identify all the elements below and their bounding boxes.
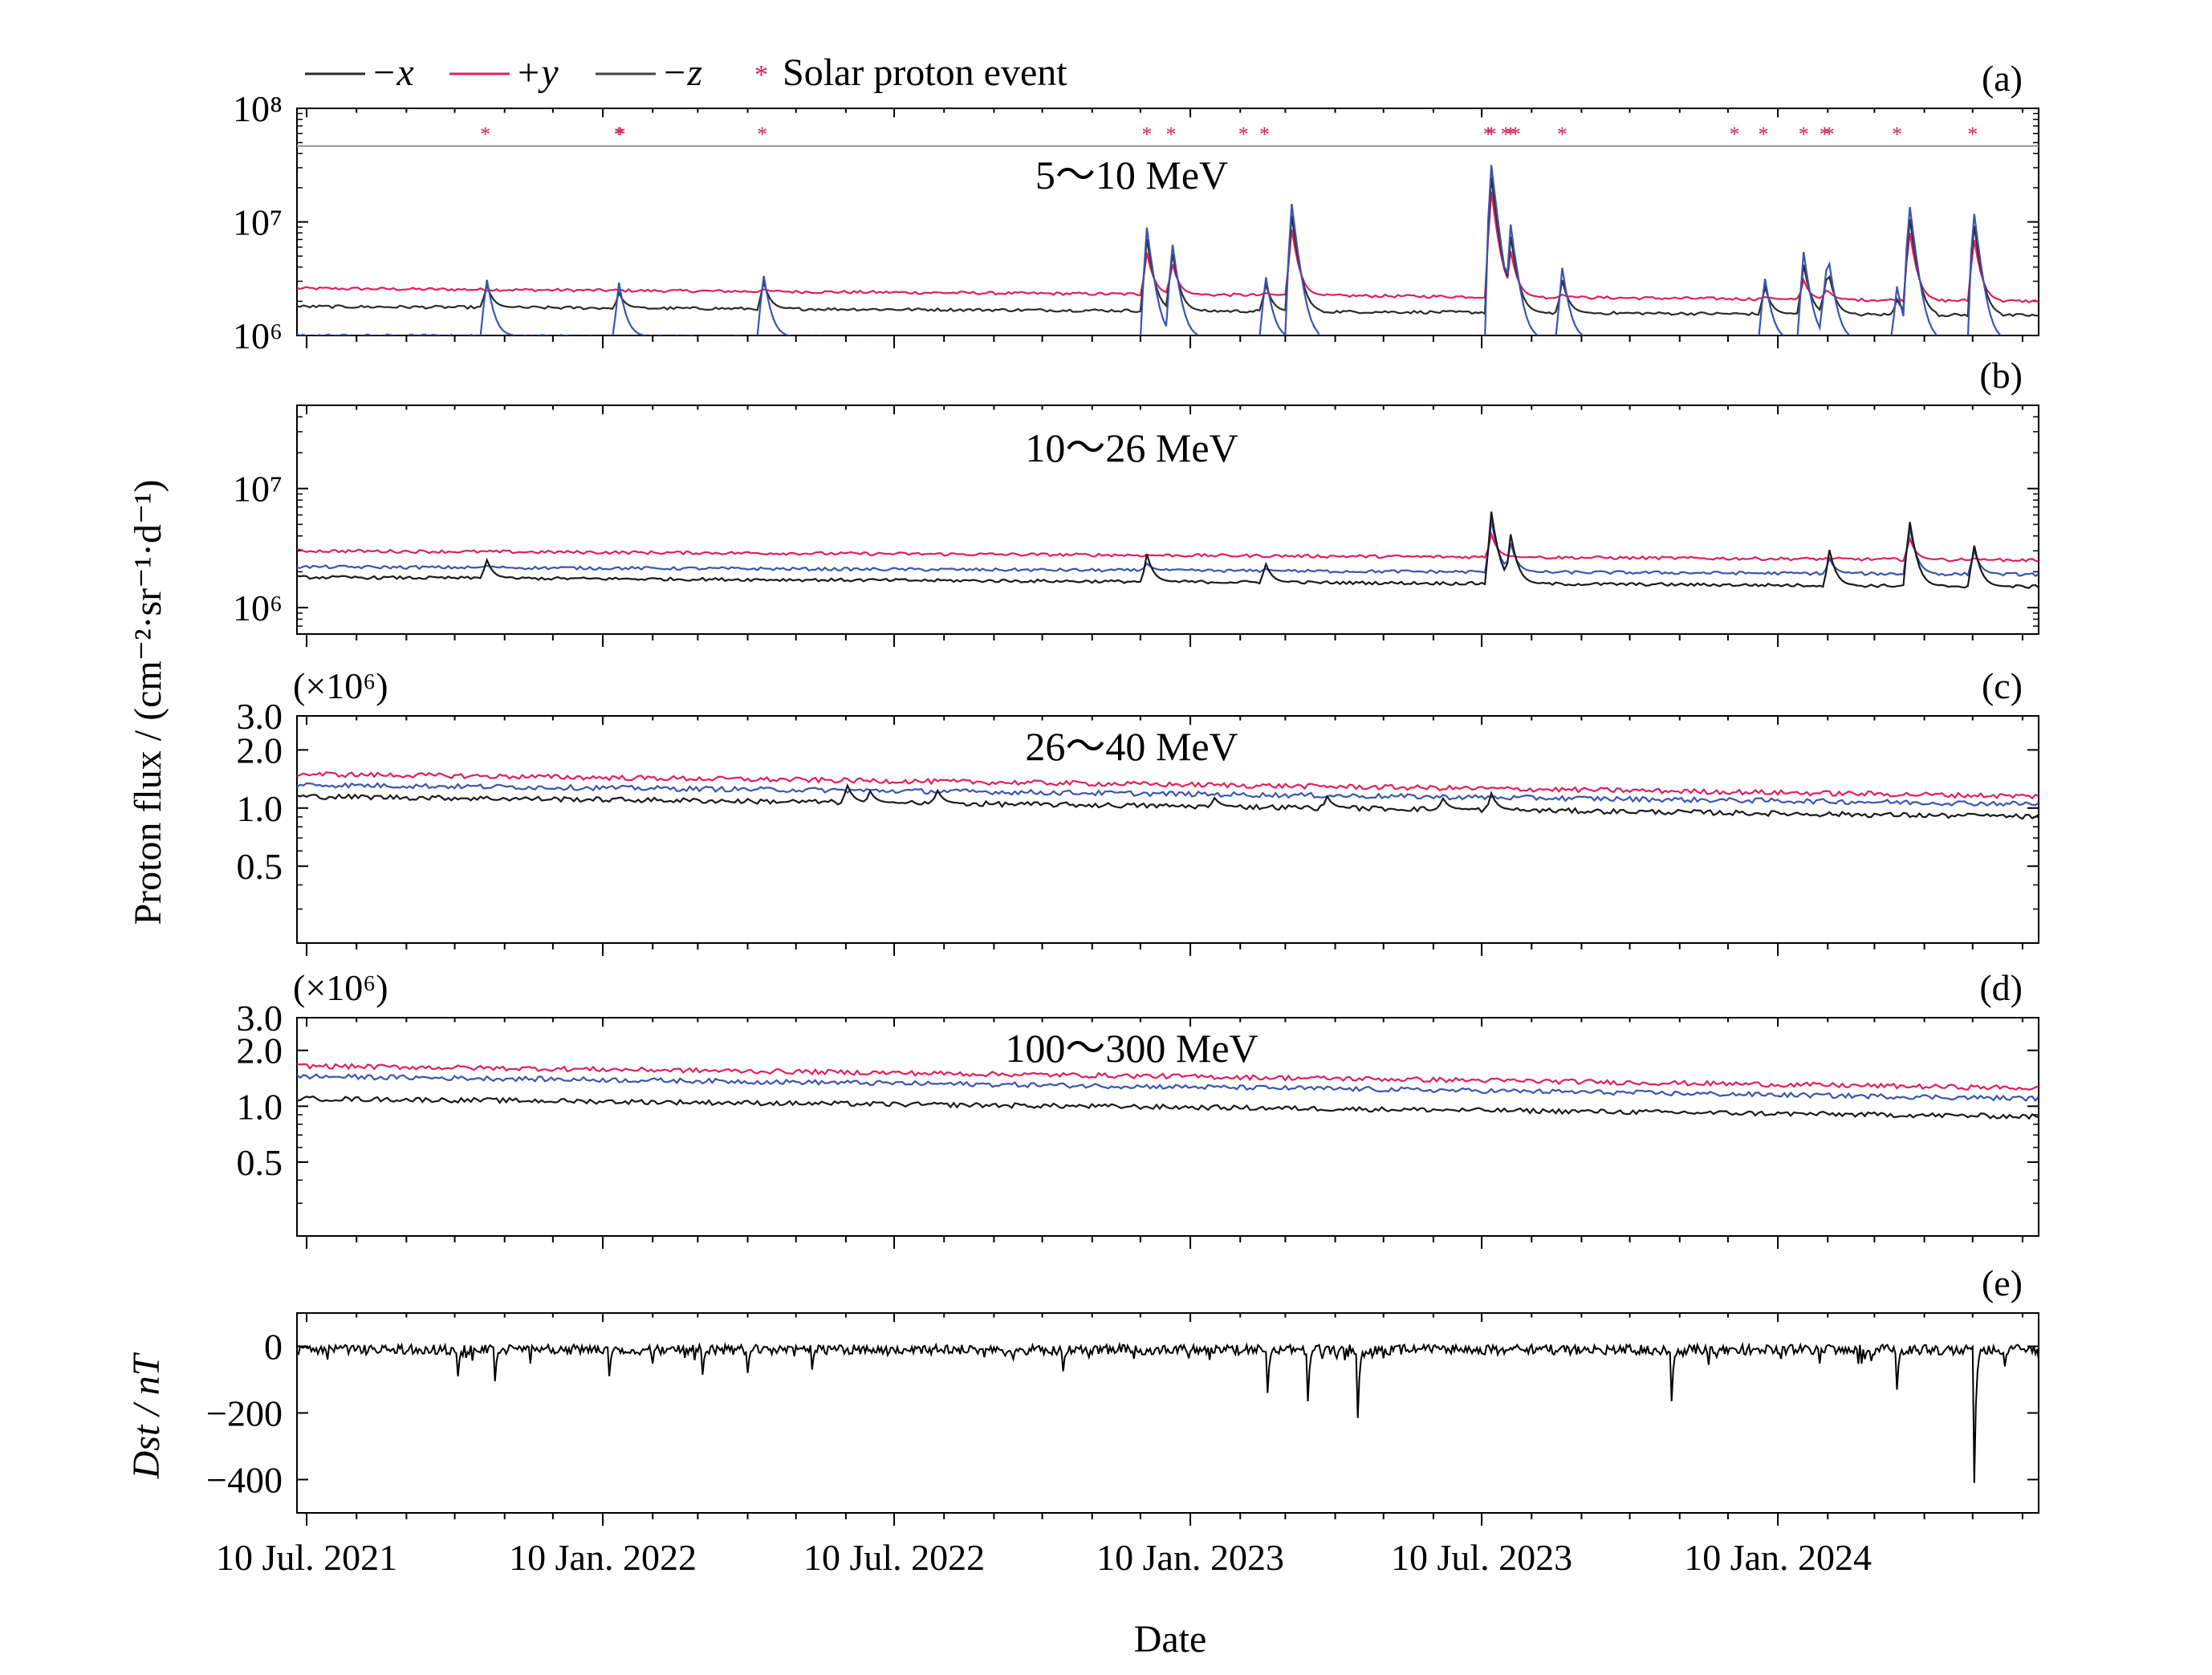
- panel-e: (e) 0 −200 −400 10 Jul. 2021 10 Jan. 2022 10 J…: [206, 1262, 2039, 1578]
- spe-star-icon: *: [757, 123, 767, 146]
- y-tick-label: 10⁶: [233, 315, 283, 356]
- panel-label: (e): [1982, 1262, 2023, 1303]
- series-line-minus-x: [297, 783, 2039, 820]
- y-tick-label: 10⁶: [233, 587, 283, 628]
- legend-label-spe: Solar proton event: [783, 51, 1067, 94]
- spe-star-icon: *: [1486, 123, 1497, 146]
- spe-star-icon: *: [1729, 123, 1739, 146]
- series-line-minus-x: [297, 1095, 2039, 1120]
- plot-frame: [296, 715, 2039, 944]
- spe-star-icon: *: [1799, 123, 1809, 146]
- series-line-minus-x: [297, 511, 2039, 589]
- x-axis-label: Date: [1134, 1618, 1207, 1661]
- energy-label: 100～300 MeV: [1005, 1026, 1258, 1071]
- spe-star-icon: *: [1483, 123, 1494, 146]
- y-tick-label: 0.5: [237, 846, 283, 887]
- spe-star-icon: *: [1892, 123, 1902, 146]
- x-tick-label: 10 Jan. 2024: [1684, 1537, 1872, 1578]
- energy-label: 10～26 MeV: [1025, 425, 1238, 470]
- y-tick-label: 10⁸: [233, 88, 283, 129]
- y-tick-label: 0.5: [237, 1142, 283, 1183]
- spe-star-icon: *: [614, 123, 624, 146]
- y-tick-label: 1.0: [237, 788, 283, 829]
- panel-label: (a): [1982, 58, 2023, 99]
- spe-star-icon: *: [1824, 123, 1835, 146]
- y-tick-label: −200: [206, 1393, 283, 1434]
- panel-label: (b): [1979, 355, 2023, 396]
- panel-b: (b) 10～26 MeV 10⁶ 10⁷: [233, 355, 2039, 647]
- x-tick-label: 10 Jan. 2022: [509, 1537, 697, 1578]
- series-line-plus-y: [297, 771, 2039, 800]
- y-tick-label: −400: [206, 1460, 283, 1501]
- series-line-minus-z: [297, 165, 2002, 335]
- legend: −x +y −z * Solar proton event: [305, 51, 1067, 94]
- multiplier-label: (×10⁶): [293, 967, 388, 1008]
- x-tick-label: 10 Jan. 2023: [1096, 1537, 1284, 1578]
- legend-label-z: −z: [661, 51, 702, 94]
- spe-star-icon: *: [1238, 123, 1249, 146]
- y-axis-label-dst: Dst / nT: [125, 1352, 168, 1479]
- plot-frame: [296, 1017, 2039, 1237]
- plot-frame: [296, 405, 2039, 635]
- y-tick-label: 10⁷: [233, 202, 283, 243]
- x-tick-label: 10 Jul. 2022: [803, 1537, 985, 1578]
- y-tick-label: 0: [264, 1327, 283, 1368]
- plot-frame: [296, 1312, 2039, 1514]
- y-tick-label: 10⁷: [233, 469, 283, 510]
- spe-star-icon: *: [1141, 123, 1152, 146]
- energy-label: 26～40 MeV: [1025, 724, 1238, 769]
- panel-label: (c): [1982, 665, 2023, 706]
- spe-star-icon: *: [616, 123, 626, 146]
- spe-star-icon: *: [1967, 123, 1978, 146]
- series-line-minus-z: [297, 1073, 2039, 1103]
- spe-star-icon: *: [1759, 123, 1769, 146]
- x-tick-label: 10 Jul. 2023: [1391, 1537, 1572, 1578]
- spe-star-icon: *: [1511, 123, 1521, 146]
- spe-star-icon: *: [1501, 123, 1511, 146]
- y-tick-label: 3.0: [237, 696, 283, 737]
- x-tick-label: 10 Jul. 2021: [216, 1537, 397, 1578]
- panel-d: (d) 100～300 MeV (×10⁶) 0.5 1.0 2.03.0: [237, 967, 2039, 1249]
- y-tick-label: 1.0: [237, 1086, 283, 1127]
- series-line-plus-y: [297, 531, 2039, 563]
- spe-star-icon: *: [480, 123, 490, 146]
- y-tick-label: 3.0: [237, 998, 283, 1039]
- y-tick-label: 2.0: [237, 1031, 283, 1071]
- panel-c: (c) 26～40 MeV (×10⁶) 0.5 1.0 2.03.0: [237, 665, 2039, 956]
- series-line-minus-z: [297, 782, 2039, 807]
- spe-star-icon: *: [1820, 123, 1830, 146]
- multiplier-label: (×10⁶): [293, 665, 388, 706]
- spe-star-icon: *: [1557, 123, 1568, 146]
- legend-label-y: +y: [515, 51, 559, 94]
- spe-star-icon: *: [1506, 123, 1516, 146]
- y-axis-label-flux: Proton flux / (cm⁻²·sr⁻¹·d⁻¹): [127, 479, 169, 925]
- series-line-dst: [297, 1341, 2039, 1483]
- series-line-plus-y: [297, 1063, 2039, 1092]
- panel-label: (d): [1979, 967, 2023, 1008]
- legend-star-icon: *: [754, 60, 768, 90]
- y-tick-label: 2.0: [237, 730, 283, 770]
- legend-label-x: −x: [371, 51, 414, 94]
- energy-label: 5～10 MeV: [1035, 152, 1228, 197]
- series-line-minus-z: [297, 520, 2039, 577]
- spe-star-icon: *: [1259, 123, 1270, 146]
- spe-star-icon: *: [1166, 123, 1177, 146]
